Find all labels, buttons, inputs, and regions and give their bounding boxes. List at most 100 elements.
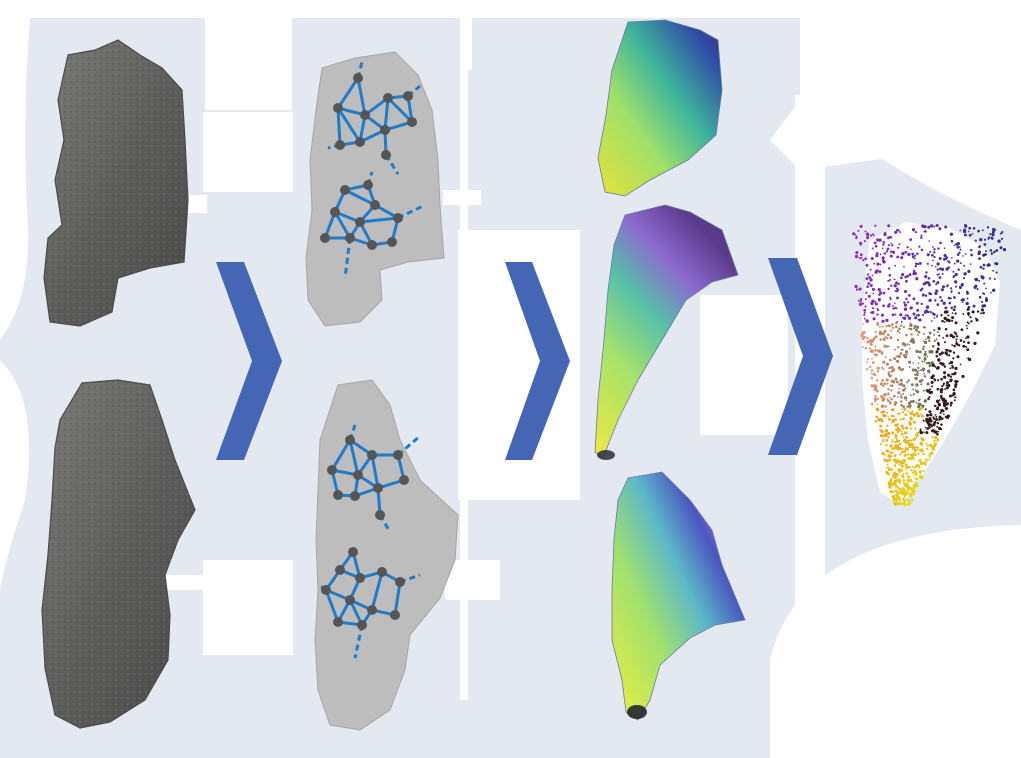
cloud-point (917, 366, 920, 370)
cloud-point (926, 310, 929, 314)
cloud-point (893, 394, 896, 398)
colored-fragment-middle (594, 204, 739, 459)
cloud-point (971, 232, 974, 235)
cloud-point (894, 441, 897, 444)
cloud-point (956, 253, 960, 256)
cloud-point (900, 451, 903, 454)
cloud-point (974, 278, 977, 281)
cloud-point (920, 476, 924, 480)
cloud-point (903, 303, 908, 307)
cloud-point (940, 314, 943, 317)
cloud-point (933, 225, 936, 228)
cloud-point (939, 394, 943, 398)
cloud-point (950, 239, 954, 243)
cloud-point (890, 384, 894, 388)
cloud-point (969, 316, 972, 319)
cloud-point (924, 309, 927, 312)
graph-node (335, 140, 345, 150)
cloud-point (909, 394, 912, 397)
graph-node (345, 233, 355, 243)
cloud-point (934, 265, 937, 268)
cloud-point (876, 307, 879, 310)
cloud-point (896, 255, 900, 259)
cloud-point (962, 344, 966, 348)
cloud-point (881, 440, 885, 443)
graph-edge (330, 439, 352, 471)
graph-node (393, 450, 403, 460)
cloud-point (968, 230, 970, 233)
cloud-point (895, 380, 899, 384)
cloud-point (914, 453, 917, 457)
cloud-point (887, 388, 890, 391)
cloud-point (891, 440, 894, 443)
cloud-point (952, 388, 956, 391)
cloud-point (933, 255, 936, 259)
cloud-point (874, 300, 877, 304)
cloud-point (883, 329, 887, 333)
cloud-point (917, 313, 920, 317)
cloud-point (893, 348, 896, 351)
cloud-point (897, 497, 901, 501)
cloud-point (917, 464, 921, 468)
cloud-point (927, 225, 931, 229)
cloud-point (938, 415, 942, 419)
cloud-point (925, 361, 929, 365)
cloud-point (889, 444, 893, 448)
cloud-point (897, 354, 901, 359)
cloud-point (931, 429, 935, 433)
cloud-point (976, 331, 980, 335)
cloud-point (924, 408, 927, 411)
cloud-point (906, 314, 909, 317)
cloud-point (953, 262, 956, 265)
cloud-point (871, 357, 873, 360)
cloud-point (892, 368, 896, 372)
cloud-point (894, 489, 898, 493)
cloud-point (936, 331, 939, 334)
cloud-point (915, 389, 918, 392)
cloud-point (876, 379, 879, 382)
cloud-point (935, 283, 938, 286)
cloud-point (882, 241, 886, 244)
graph-node (383, 93, 393, 103)
cloud-point (859, 300, 862, 303)
cloud-point (893, 501, 896, 505)
cloud-point (878, 332, 883, 336)
cloud-point (887, 304, 891, 308)
cloud-point (936, 262, 940, 266)
cloud-point (881, 332, 885, 336)
cloud-point (900, 256, 904, 260)
cloud-point (990, 253, 993, 256)
cloud-point (898, 460, 902, 464)
graph-edge (370, 571, 384, 611)
cloud-point (859, 253, 863, 257)
cloud-point (865, 263, 869, 267)
cloud-point (950, 256, 953, 259)
cloud-point (916, 446, 920, 449)
cloud-point (943, 316, 947, 321)
cloud-point (949, 375, 952, 378)
cloud-point (970, 253, 973, 257)
cloud-point (906, 482, 909, 485)
cloud-point (954, 383, 958, 387)
graph-node (367, 240, 377, 250)
cloud-point (915, 446, 918, 449)
cloud-point (960, 283, 964, 287)
cloud-point (934, 404, 937, 408)
cloud-point (952, 270, 955, 273)
cloud-point (933, 339, 936, 342)
cloud-point (894, 474, 898, 478)
cloud-point (951, 344, 954, 346)
cloud-point (944, 257, 948, 260)
cloud-point (902, 459, 907, 463)
cloud-point (993, 278, 996, 280)
cloud-point (901, 252, 905, 256)
cloud-point (902, 417, 905, 421)
cloud-point (866, 236, 870, 240)
stage-colored-embedding (594, 19, 746, 721)
cloud-point (905, 426, 909, 430)
graph-node (327, 465, 337, 475)
cloud-point (951, 319, 954, 322)
cloud-point (878, 238, 882, 242)
cloud-point (919, 458, 922, 462)
cloud-point (949, 333, 953, 338)
